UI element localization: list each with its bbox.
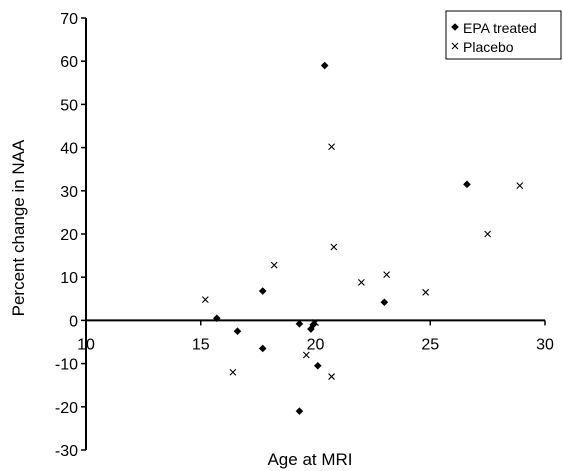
- placebo-point: [422, 288, 430, 296]
- epa-treated-point: [233, 327, 242, 335]
- y-tick-label: 30: [60, 184, 78, 201]
- axes: [81, 17, 546, 451]
- y-tick-label: -30: [55, 443, 78, 460]
- series-epa-treated: [213, 61, 471, 415]
- epa-treated-point: [258, 287, 267, 295]
- x-tick-label: 25: [421, 336, 439, 353]
- y-tick-label: 20: [60, 227, 78, 244]
- x-tick-label: 15: [192, 336, 210, 353]
- x-tick-label: 30: [536, 336, 554, 353]
- legend-box: [445, 10, 562, 60]
- placebo-point: [270, 261, 278, 269]
- y-tick-label: 70: [60, 11, 78, 28]
- placebo-point: [201, 296, 209, 304]
- series-placebo: [201, 143, 524, 380]
- y-tick-label: -10: [55, 357, 78, 374]
- placebo-point: [484, 230, 492, 238]
- y-tick-label: 10: [60, 270, 78, 287]
- legend-marker-placebo: [451, 42, 459, 50]
- legend-marker-epa-treated: [451, 23, 459, 31]
- data-points: [201, 61, 524, 415]
- legend-entry-placebo: Placebo: [463, 39, 514, 55]
- placebo-point: [312, 319, 319, 326]
- y-axis-title: Percent change in NAA: [9, 139, 28, 316]
- y-tick-label: 40: [60, 141, 78, 158]
- epa-treated-point: [320, 61, 329, 70]
- epa-treated-point: [258, 344, 267, 353]
- placebo-point: [302, 351, 310, 359]
- placebo-point: [328, 143, 335, 151]
- placebo-point: [229, 368, 237, 376]
- epa-treated-point: [295, 407, 304, 415]
- x-tick-label: 10: [77, 336, 95, 353]
- placebo-point: [328, 373, 335, 380]
- y-tick-label: -20: [55, 400, 78, 417]
- epa-treated-point: [463, 180, 471, 189]
- placebo-point: [358, 278, 365, 286]
- placebo-point: [383, 271, 391, 278]
- epa-treated-point: [313, 361, 322, 370]
- y-tick-label: 60: [60, 54, 78, 71]
- tick-labels: -30 -20 -10 0 10 20 30 40 50 60 70 10 15 20 25 30: [55, 11, 554, 460]
- epa-treated-point: [380, 298, 389, 307]
- y-tick-label: 50: [60, 97, 78, 114]
- epa-treated-point: [213, 314, 221, 323]
- x-tick-label: 20: [307, 336, 325, 353]
- placebo-point: [516, 182, 524, 190]
- placebo-point: [330, 243, 338, 251]
- x-axis-title: Age at MRI: [267, 450, 352, 469]
- legend-entry-epa-treated: EPA treated: [463, 20, 537, 36]
- y-tick-label: 0: [69, 313, 78, 330]
- legend: EPA treated Placebo: [445, 10, 562, 60]
- epa-treated-point: [295, 320, 304, 328]
- epa-treated-point: [307, 325, 315, 333]
